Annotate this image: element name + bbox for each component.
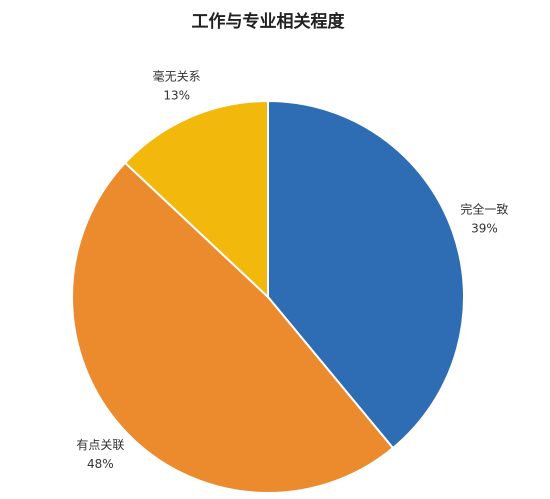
slice-value-label: 13% [163,88,190,102]
slice-category-label: 完全一致 [460,202,508,217]
slice-value-label: 48% [87,457,114,471]
pie-slice [71,161,395,494]
slice-category-label: 毫无关系 [153,68,201,83]
slice-category-label: 有点关联 [76,438,124,452]
pie-slice [123,99,269,300]
slice-value-label: 39% [471,222,498,236]
chart-title: 工作与专业相关程度 [192,11,346,32]
pie-slice [267,99,465,450]
